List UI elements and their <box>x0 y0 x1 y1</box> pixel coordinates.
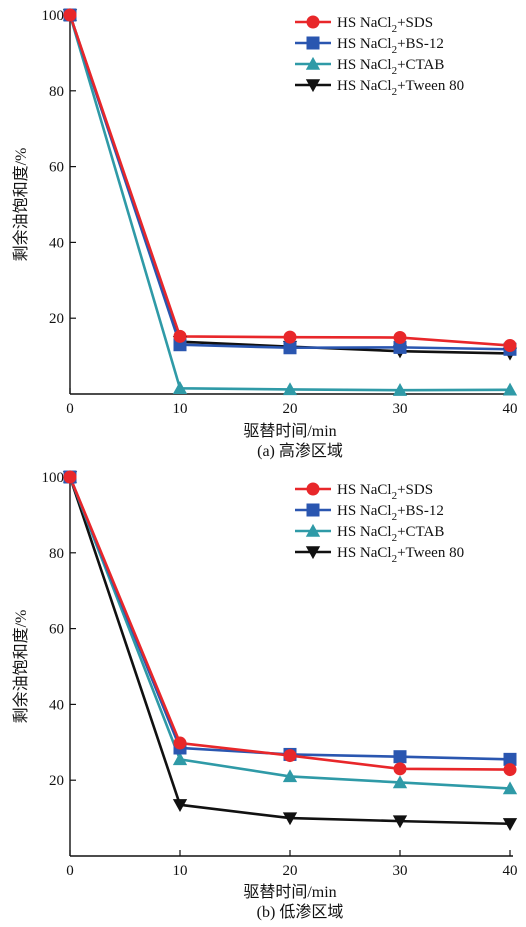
data-point <box>63 470 77 484</box>
data-point <box>392 775 408 789</box>
legend-marker <box>306 15 320 29</box>
data-point <box>393 762 407 776</box>
x-tick-label: 20 <box>283 401 298 417</box>
data-point <box>502 781 518 795</box>
legend-label: HS NaCl2+SDS <box>337 482 433 502</box>
x-tick-label: 30 <box>393 401 408 417</box>
legend-marker <box>306 503 320 517</box>
legend-marker <box>305 523 321 537</box>
legend-label: HS NaCl2+Tween 80 <box>337 78 464 98</box>
legend-marker <box>305 56 321 70</box>
x-tick-label: 10 <box>173 863 188 879</box>
legend-label: HS NaCl2+CTAB <box>337 524 444 544</box>
y-tick-label: 80 <box>49 84 64 100</box>
x-tick-label: 40 <box>503 401 518 417</box>
data-point <box>283 330 297 344</box>
y-tick-label: 80 <box>49 546 64 562</box>
y-tick-label: 40 <box>49 697 64 713</box>
series-line <box>68 476 511 771</box>
legend-item: HS NaCl2+BS-12 <box>295 503 444 523</box>
y-tick-label: 60 <box>49 160 64 176</box>
legend-label: HS NaCl2+BS-12 <box>337 36 444 56</box>
x-tick-label: 30 <box>393 863 408 879</box>
x-tick-label: 10 <box>173 401 188 417</box>
y-axis-title: 剩余油饱和度/% <box>11 610 30 724</box>
data-point <box>503 763 517 777</box>
data-point <box>393 331 407 345</box>
y-tick-label: 100 <box>42 8 65 24</box>
y-tick-label: 20 <box>49 773 64 789</box>
data-point <box>172 799 188 812</box>
data-point <box>393 340 407 354</box>
legend-marker <box>305 546 321 560</box>
x-tick-label: 20 <box>283 863 298 879</box>
data-point <box>283 341 297 355</box>
data-point <box>503 752 517 766</box>
legend-item: HS NaCl2+CTAB <box>295 56 444 77</box>
legend-marker <box>305 79 321 93</box>
data-point <box>502 382 518 396</box>
x-tick-label: 0 <box>66 401 74 417</box>
legend-label: HS NaCl2+BS-12 <box>337 503 444 523</box>
y-tick-label: 40 <box>49 235 64 251</box>
y-tick-label: 20 <box>49 311 64 327</box>
legend-marker <box>306 482 320 496</box>
data-point <box>392 815 408 829</box>
panel-caption: (b) 低渗区域 <box>257 903 344 921</box>
chart-panel-a: 100 80 60 40 20 0 10 20 30 40 驱替时间/min 剩余油饱和度/% (a) … <box>11 7 518 460</box>
data-point <box>282 812 298 826</box>
data-point <box>172 752 188 766</box>
data-point <box>282 382 298 396</box>
data-point <box>63 8 77 22</box>
data-point <box>502 818 518 831</box>
legend-label: HS NaCl2+SDS <box>337 15 433 35</box>
legend-label: HS NaCl2+Tween 80 <box>337 545 464 565</box>
legend-label: HS NaCl2+CTAB <box>337 57 444 77</box>
y-tick-label: 60 <box>49 622 64 638</box>
x-tick-label: 40 <box>503 863 518 879</box>
data-point <box>503 338 517 352</box>
panel-caption: (a) 高渗区域 <box>257 442 343 460</box>
data-point <box>173 329 187 343</box>
data-point <box>172 381 188 395</box>
legend-item: HS NaCl2+SDS <box>295 15 433 35</box>
legend-item: HS NaCl2+BS-12 <box>295 36 444 56</box>
series-line <box>68 476 511 761</box>
legend-item: HS NaCl2+SDS <box>295 482 433 502</box>
legend-item: HS NaCl2+Tween 80 <box>295 545 464 565</box>
chart-panel-b: 100 80 60 40 20 0 10 20 30 40 驱替时间/min 剩余油饱和度/% (b) … <box>11 469 518 921</box>
legend-marker <box>306 36 320 50</box>
data-point <box>282 769 298 783</box>
legend-item: HS NaCl2+CTAB <box>295 523 444 544</box>
data-point <box>283 749 297 763</box>
y-tick-label: 100 <box>42 470 65 486</box>
data-point <box>173 736 187 750</box>
y-axis-title: 剩余油饱和度/% <box>11 148 30 262</box>
x-axis-title: 驱替时间/min <box>243 883 336 901</box>
legend-item: HS NaCl2+Tween 80 <box>295 78 464 98</box>
data-point <box>392 383 408 396</box>
data-point <box>393 750 407 764</box>
x-tick-label: 0 <box>66 863 74 879</box>
x-axis-title: 驱替时间/min <box>243 422 336 440</box>
